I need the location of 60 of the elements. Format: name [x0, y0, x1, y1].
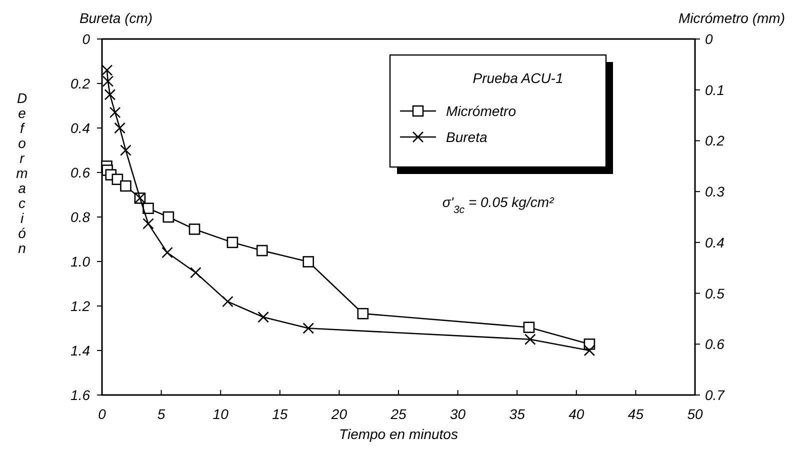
y-tick-label: 0	[82, 31, 90, 47]
y2-axis-title: Micrómetro (mm)	[678, 10, 785, 26]
y-tick-label: 0.6	[70, 164, 90, 180]
y2-tick-label: 0.4	[705, 234, 725, 250]
y2-tick-label: 0.1	[705, 82, 724, 98]
point	[120, 144, 132, 156]
x-tick-label: 35	[509, 406, 526, 422]
x-tick-label: 25	[390, 406, 406, 422]
y-tick-label: 1.4	[70, 342, 90, 358]
point	[114, 122, 126, 134]
y2-tick-label: 0.6	[705, 336, 725, 352]
point	[302, 322, 314, 334]
annotation: σ'$_{3c}$ = 0.05 kg/cm²	[442, 194, 555, 216]
y-tick-label: 0.4	[70, 120, 90, 136]
text: Deformación	[16, 90, 28, 256]
point	[101, 64, 113, 76]
y-tick-label: 0.8	[70, 209, 90, 225]
point	[256, 244, 268, 256]
x-tick-label: 50	[687, 406, 703, 422]
point	[188, 224, 200, 235]
x-tick-label: 20	[330, 406, 348, 422]
y-tick-label: 1.0	[70, 254, 90, 270]
point	[523, 322, 535, 334]
point	[142, 202, 154, 214]
point	[120, 180, 132, 192]
point	[109, 106, 121, 118]
point	[112, 174, 124, 186]
x-tick-label: 30	[450, 406, 466, 422]
point	[162, 211, 174, 223]
point	[102, 76, 114, 87]
point	[584, 344, 596, 356]
x-tick-label: 10	[212, 406, 229, 422]
point	[357, 308, 369, 320]
x-tick-label: 5	[157, 406, 166, 422]
y2-tick-label: 0.2	[705, 132, 725, 149]
legend-title: Prueba ACU-1	[472, 70, 564, 86]
x-tick-label: 45	[628, 406, 644, 422]
legend-label: Bureta	[446, 129, 488, 145]
point	[162, 246, 173, 258]
x-tick-label: 0	[98, 406, 106, 422]
point	[258, 311, 269, 323]
y2-tick-label: 0.5	[705, 285, 725, 302]
point	[302, 256, 314, 268]
x-tick-label: 15	[272, 406, 288, 422]
point	[524, 334, 536, 346]
x-axis-title: Tiempo en minutos	[339, 426, 458, 442]
y-tick-label: 1.2	[70, 298, 90, 314]
text: Bureta (cm)	[79, 10, 153, 26]
y-tick-label: 1.6	[70, 387, 90, 403]
legend-label: Micrómetro	[446, 103, 516, 119]
y2-tick-label: 0.3	[705, 184, 725, 200]
point	[142, 218, 154, 230]
y-tick-label: 0.2	[70, 76, 90, 92]
point	[222, 296, 234, 308]
point	[104, 88, 116, 100]
x-tick-label: 40	[568, 406, 584, 422]
y2-tick-label: 0	[705, 31, 713, 47]
point	[190, 266, 202, 278]
y2-tick-label: 0.7	[705, 387, 726, 403]
point	[226, 236, 238, 248]
